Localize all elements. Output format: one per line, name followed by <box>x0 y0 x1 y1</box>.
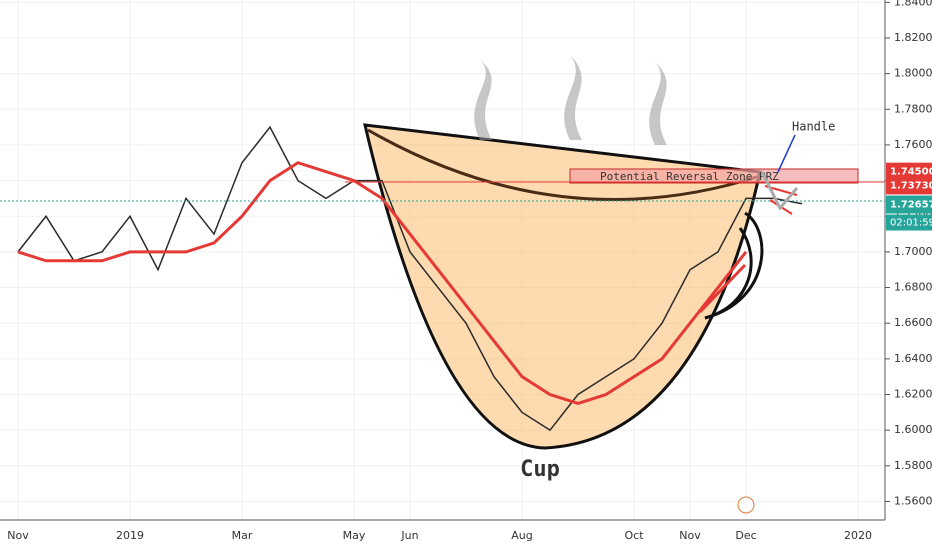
y-tick-label: 1.70000 <box>894 245 932 258</box>
x-tick-label: Dec <box>735 529 756 542</box>
y-tick-label: 1.58000 <box>894 459 932 472</box>
countdown: 02:01:59 <box>890 218 932 229</box>
cup-label: Cup <box>520 457 560 482</box>
x-tick-label: Jun <box>400 529 418 542</box>
y-tick-label: 1.66000 <box>894 316 932 329</box>
cup-rim <box>367 128 761 202</box>
x-tick-label: 2019 <box>116 529 144 542</box>
y-tick-label: 1.60000 <box>894 423 932 436</box>
price-label: 1.73730 <box>890 180 932 191</box>
y-tick-label: 1.76000 <box>894 138 932 151</box>
y-tick-label: 1.64000 <box>894 352 932 365</box>
steam <box>474 55 667 145</box>
price-label-box <box>886 176 932 195</box>
countdown-box <box>886 214 932 231</box>
price-label-box <box>886 195 932 214</box>
x-tick-label: 2020 <box>844 529 872 542</box>
cup-shape <box>363 123 762 450</box>
handle-zigzag <box>760 171 799 211</box>
x-tick-label: Aug <box>511 529 532 542</box>
handle-arrow <box>777 134 796 173</box>
price-label: 1.74500 <box>890 167 932 178</box>
y-tick-label: 1.56000 <box>894 494 932 507</box>
y-tick-label: 1.78000 <box>894 102 932 115</box>
y-tick-label: 1.68000 <box>894 281 932 294</box>
y-tick-label: 1.84000 <box>894 0 932 8</box>
event-icon <box>737 496 755 514</box>
price-label-box <box>886 162 932 181</box>
x-tick-label: Mar <box>232 529 253 542</box>
x-tick-label: Nov <box>679 529 701 542</box>
price-line <box>17 161 748 405</box>
handle-label: Handle <box>792 120 835 134</box>
x-tick-label: May <box>343 529 366 542</box>
handle-red-line <box>698 263 747 314</box>
x-tick-label: Nov <box>7 529 29 542</box>
x-tick-label: Oct <box>624 529 644 542</box>
prz-label: Potential Reversal Zone PRZ <box>600 170 779 183</box>
y-tick-label: 1.62000 <box>894 388 932 401</box>
price-label: 1.72657 <box>890 200 932 211</box>
plot <box>17 125 803 432</box>
handle-inner <box>704 227 753 320</box>
y-tick-label: 1.82000 <box>894 31 932 44</box>
prz-box <box>569 168 859 184</box>
y-tick-label: 1.80000 <box>894 67 932 80</box>
